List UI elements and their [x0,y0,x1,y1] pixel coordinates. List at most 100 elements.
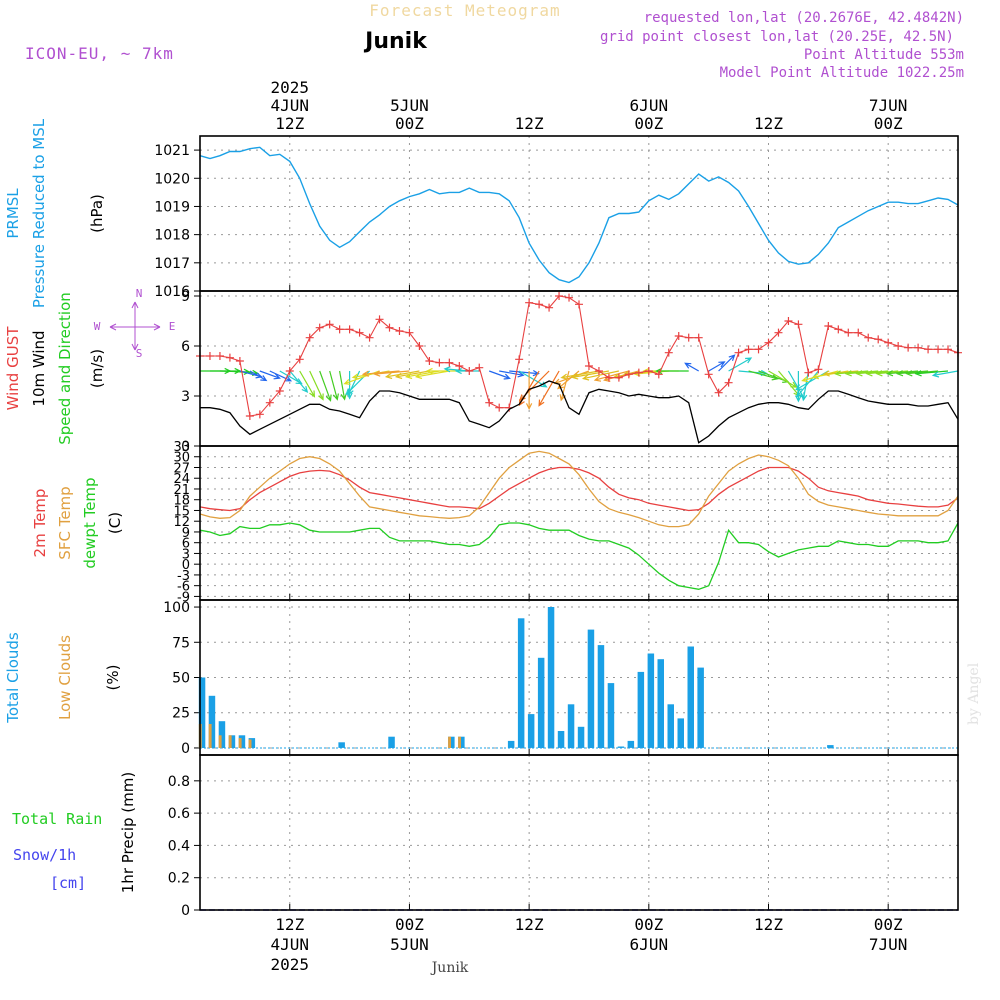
gust-marker [375,315,384,324]
gust-marker [834,325,843,334]
gust-marker [744,345,753,354]
total-cloud-bar [218,721,226,748]
low-cloud-bar [228,735,232,748]
total-cloud-bar [697,667,704,748]
gust-marker [594,367,603,375]
gust-marker [604,373,613,382]
gust-marker [934,345,943,354]
clouds-ytick-label: 100 [163,600,190,616]
total-cloud-bar [587,629,595,748]
wind-arrow [718,354,736,372]
info-point-altitude: Point Altitude 553m [804,47,964,63]
temperature-ylabel: dewpt Temp [81,477,99,568]
temperature-ytick-label: 12 [173,515,190,530]
pressure-ylabel: PRMSL [4,188,22,239]
info-grid-point: grid point closest lon,lat (20.25E, 42.5… [600,29,954,45]
info-requested: requested lon,lat (20.2676E, 42.4842N) [644,10,964,26]
gust-marker [664,348,673,357]
wind-arrow [309,370,324,401]
gust-line [200,295,959,417]
wind-grid [200,291,958,447]
gust-marker [694,333,703,342]
gust-marker [864,333,873,342]
gust-marker [894,342,903,350]
gust-marker [704,370,713,379]
bottom-tick-label: 12Z [275,915,304,934]
gust-marker [235,357,244,365]
gust-marker [295,355,304,364]
gust-marker [614,373,623,382]
total-cloud-bar [637,671,645,748]
panel-wind: 0 3 6 9 Wind GUST 10m Wind Speed and Direction… [4,287,962,455]
precip-ytick-label: 0.4 [168,838,190,854]
total-cloud-bar [617,746,625,748]
total-cloud-bar [238,735,246,748]
gust-marker [784,317,793,325]
compass-south-label: S [136,347,143,360]
gust-marker [415,342,424,350]
gust-marker [914,343,923,352]
wind-arrow [299,370,316,398]
gust-marker [774,328,783,337]
gust-marker [215,352,224,360]
gust-marker [884,338,893,347]
gust-marker [205,352,214,360]
gust-marker [245,412,254,420]
gust-marker [844,328,853,337]
bottom-tick-label: 12Z [515,915,544,934]
wind-arrow [748,370,779,381]
wind-arrow [249,370,268,382]
panel-clouds: 0 25 50 75 100 Total Clouds Low Clouds (%) [4,599,959,757]
precip-ytick-label: 0.2 [168,871,190,887]
low-cloud-bar [448,736,451,748]
wind-arrow [855,370,889,377]
precip-ytick-label: 0 [181,903,190,919]
gust-marker [684,333,693,342]
wind-arrow [896,370,929,377]
wind-ylabel: (m/s) [88,349,106,388]
panel-pressure: 1016 1017 1018 1019 1020 1021 PRMSL Pressure Re… [4,118,959,308]
gust-marker [575,300,583,309]
gust-marker [944,345,953,354]
wind-arrow [339,370,347,401]
top-tick-label: 12Z [275,114,304,133]
total-cloud-bar [557,731,565,748]
info-model-altitude: Model Point Altitude 1022.25m [720,65,964,81]
temp-2m-line [199,466,959,512]
gust-marker [255,410,264,419]
wind-ytick-label: 3 [181,389,190,405]
gust-marker [754,345,763,354]
total-cloud-bar [577,726,585,748]
gust-marker [405,328,414,337]
gust-marker [475,363,484,372]
temperature-ytick-label: 15 [173,504,190,519]
wind-arrow [499,370,525,378]
total-cloud-bar [657,659,664,748]
gust-marker [545,303,554,312]
wind-arrows [200,354,959,411]
wind-ylabel: Speed and Direction [56,292,74,445]
wind-arrow [914,370,949,377]
total-cloud-bar [338,742,345,748]
temperature-ylabel: (C) [106,512,124,534]
top-tick-label: 00Z [395,114,424,133]
wind-ytick-label: 0 [181,439,190,455]
gust-marker [565,293,574,302]
location-name: Junik [363,29,428,54]
wind-arrow [394,370,430,380]
wind-arrow [931,370,959,378]
pressure-ytick-label: 1016 [154,284,190,300]
bottom-tick-label: 6JUN [630,935,669,954]
gust-marker [535,300,544,309]
pressure-ytick-label: 1020 [154,171,190,187]
total-cloud-bar [248,738,256,748]
wind-ylabel: 10m Wind [30,330,48,406]
gust-marker [355,328,364,337]
wind-arrow [875,370,909,377]
temperature-ytick-label: -6 [177,580,190,595]
top-tick-label: 12Z [515,114,544,133]
gust-marker [445,358,454,367]
bottom-tick-label: 00Z [874,915,903,934]
